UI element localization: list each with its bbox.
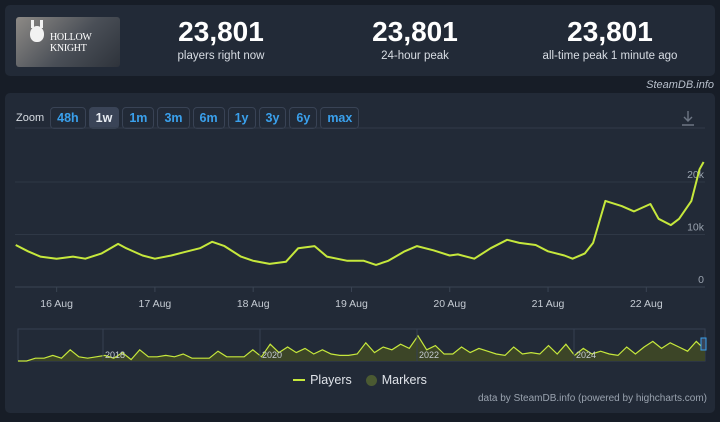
- legend-item-players[interactable]: Players: [293, 373, 352, 387]
- players-series-line[interactable]: [15, 161, 705, 266]
- stat-all-time-peak: 23,801 all-time peak 1 minute ago: [520, 16, 700, 63]
- y-tick-label: 10k: [687, 222, 705, 234]
- chart-credit[interactable]: data by SteamDB.info (powered by highcha…: [478, 393, 707, 404]
- x-tick-label: 16 Aug: [40, 298, 73, 310]
- navigator-year-label: 2018: [105, 350, 125, 360]
- zoom-button-6y[interactable]: 6y: [289, 107, 318, 129]
- stat-label: players right now: [177, 50, 265, 62]
- stats-header: HOLLOW KNIGHT 23,801 players right now 2…: [5, 5, 715, 76]
- navigator-area: [18, 335, 705, 361]
- stat-players-now: 23,801 players right now: [131, 16, 311, 63]
- navigator-year-label: 2024: [576, 350, 596, 360]
- stat-value: 23,801: [372, 16, 458, 47]
- steamdb-brand-link[interactable]: SteamDB.info: [646, 79, 714, 91]
- circle-swatch-icon: [365, 374, 377, 386]
- line-swatch-icon: [293, 379, 306, 381]
- chart-card: Zoom 48h 1w 1m 3m 6m 1y 3y 6y max 0 10k 20k 16 Aug 1…: [5, 93, 715, 413]
- x-tick-label: 17 Aug: [139, 298, 172, 310]
- game-capsule-image[interactable]: HOLLOW KNIGHT: [16, 17, 120, 67]
- x-tick-label: 21 Aug: [532, 298, 565, 310]
- zoom-label: Zoom: [16, 112, 45, 124]
- y-tick-label: 0: [698, 274, 704, 286]
- x-tick-label: 19 Aug: [335, 298, 368, 310]
- stat-24h-peak: 23,801 24-hour peak: [325, 16, 505, 63]
- zoom-button-1y[interactable]: 1y: [227, 107, 256, 129]
- navigator-line: [18, 334, 706, 362]
- download-icon[interactable]: [681, 110, 695, 126]
- navigator-handle[interactable]: [700, 337, 707, 351]
- stat-value: 23,801: [567, 16, 653, 47]
- stat-label: all-time peak 1 minute ago: [542, 50, 678, 62]
- zoom-button-max[interactable]: max: [320, 107, 360, 129]
- y-tick-label: 20k: [687, 169, 705, 181]
- player-chart[interactable]: 0 10k 20k 16 Aug 17 Aug 18 Aug 19 Aug 20 Aug 21 …: [5, 93, 715, 373]
- game-logo-text: HOLLOW KNIGHT: [50, 32, 92, 54]
- stat-value: 23,801: [178, 16, 264, 47]
- legend-label: Players: [310, 373, 352, 387]
- legend-label: Markers: [381, 373, 427, 387]
- chart-legend: Players Markers: [5, 373, 715, 387]
- legend-item-markers[interactable]: Markers: [365, 373, 427, 387]
- x-tick-label: 22 Aug: [630, 298, 663, 310]
- knight-logo-icon: [30, 20, 44, 42]
- x-tick-label: 20 Aug: [433, 298, 466, 310]
- navigator-year-label: 2020: [262, 350, 282, 360]
- stat-label: 24-hour peak: [381, 50, 449, 62]
- x-tick-label: 18 Aug: [237, 298, 270, 310]
- navigator-year-label: 2022: [419, 350, 439, 360]
